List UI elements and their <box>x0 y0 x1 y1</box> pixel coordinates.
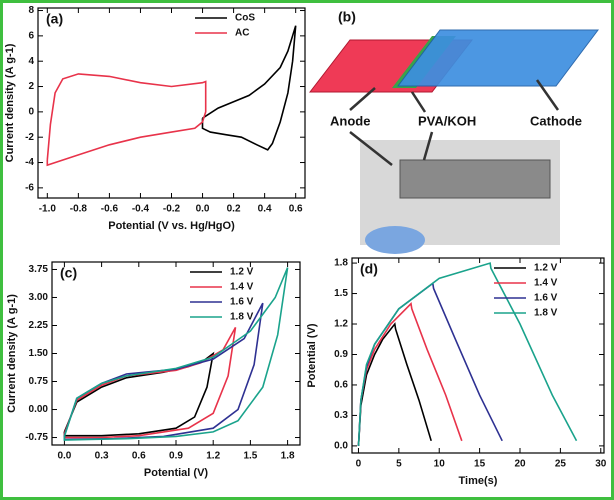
y-tick-label: 0 <box>28 107 34 118</box>
x-tick-label: 0.0 <box>196 204 210 215</box>
y-tick-label: 8 <box>28 5 34 16</box>
arrow <box>535 79 560 111</box>
y-tick-label: 0.0 <box>334 441 348 452</box>
arrow <box>349 87 376 111</box>
plot-frame <box>37 7 306 199</box>
y-tick-label: 2 <box>28 81 34 92</box>
panel-label: (b) <box>338 9 356 25</box>
series-line <box>63 267 289 441</box>
legend-label: 1.2 V <box>534 263 558 274</box>
panel-label: (d) <box>360 261 378 277</box>
panel-label: (a) <box>46 11 63 27</box>
x-tick-label: 1.2 <box>206 451 220 462</box>
y-tick-label: -4 <box>25 157 34 168</box>
x-tick-label: 25 <box>555 459 567 470</box>
x-tick-label: 10 <box>434 459 446 470</box>
y-axis-label: Potential (V) <box>306 323 318 388</box>
arrow <box>349 131 393 166</box>
y-tick-label: 2.25 <box>29 320 49 331</box>
legend-label: 1.8 V <box>534 308 558 319</box>
device-diagram: (b) Anode PVA/KOH Cathode <box>308 9 599 254</box>
x-tick-label: -0.6 <box>101 204 119 215</box>
y-tick-label: 1.8 <box>334 258 348 269</box>
y-tick-label: -2 <box>25 132 34 143</box>
legend-label: 1.2 V <box>230 267 254 278</box>
y-axis-label: Current density (A g-1) <box>6 294 18 413</box>
y-axis-label: Current density (A g-1) <box>4 43 16 162</box>
x-tick-label: 1.5 <box>243 451 257 462</box>
y-tick-label: -0.75 <box>25 432 48 443</box>
glove <box>365 226 425 254</box>
y-tick-label: 6 <box>28 31 34 42</box>
x-axis-label: Potential (V) <box>144 467 209 479</box>
y-tick-label: -6 <box>25 183 34 194</box>
x-tick-label: 0.3 <box>95 451 109 462</box>
legend-label: 1.8 V <box>230 312 254 323</box>
x-tick-label: 0.6 <box>132 451 146 462</box>
plot-frame <box>351 257 605 454</box>
panel-label: (c) <box>60 265 77 281</box>
legend-label: AC <box>235 28 249 39</box>
arrow <box>410 91 427 113</box>
series-line <box>63 351 215 437</box>
y-tick-label: 0.75 <box>29 376 49 387</box>
legend-label: 1.6 V <box>230 297 254 308</box>
part-label: PVA/KOH <box>418 113 476 128</box>
cathode-plate <box>397 29 599 87</box>
device-photo <box>399 159 551 199</box>
x-tick-label: 20 <box>514 459 526 470</box>
x-tick-label: 5 <box>396 459 402 470</box>
series-line <box>46 73 207 167</box>
y-tick-label: 3.00 <box>29 292 49 303</box>
x-tick-label: -0.8 <box>70 204 88 215</box>
y-tick-label: 3.75 <box>29 264 49 275</box>
x-tick-label: 30 <box>595 459 607 470</box>
series-line <box>357 322 432 446</box>
part-label: Anode <box>330 113 370 128</box>
series-line <box>357 281 503 446</box>
y-tick-label: 0.3 <box>334 410 348 421</box>
plot-frame <box>51 261 301 446</box>
y-tick-label: 0.9 <box>334 349 348 360</box>
x-tick-label: 15 <box>474 459 486 470</box>
x-tick-label: -1.0 <box>39 204 57 215</box>
x-tick-label: 0.4 <box>258 204 272 215</box>
x-tick-label: 0.9 <box>169 451 183 462</box>
legend-label: CoS <box>235 13 255 24</box>
y-tick-label: 0.00 <box>29 404 49 415</box>
legend-label: 1.6 V <box>534 293 558 304</box>
legend-label: 1.4 V <box>230 282 254 293</box>
x-tick-label: 1.8 <box>281 451 295 462</box>
x-tick-label: -0.2 <box>163 204 181 215</box>
x-tick-label: 0.0 <box>57 451 71 462</box>
part-label: Cathode <box>530 113 582 128</box>
x-axis-label: Potential (V vs. Hg/HgO) <box>108 220 235 232</box>
arrows <box>349 79 560 166</box>
series-line <box>201 25 297 151</box>
arrow <box>422 131 434 161</box>
y-tick-label: 1.50 <box>29 348 49 359</box>
legend-label: 1.4 V <box>534 278 558 289</box>
x-tick-label: 0.6 <box>289 204 303 215</box>
x-tick-label: -0.4 <box>132 204 150 215</box>
y-tick-label: 1.2 <box>334 319 348 330</box>
series-line <box>63 327 237 439</box>
x-tick-label: 0.2 <box>227 204 241 215</box>
y-tick-label: 4 <box>28 56 34 67</box>
x-axis-label: Time(s) <box>459 475 498 487</box>
series-line <box>357 262 578 446</box>
x-tick-label: 0 <box>356 459 362 470</box>
y-tick-label: 0.6 <box>334 380 348 391</box>
y-tick-label: 1.5 <box>334 288 348 299</box>
